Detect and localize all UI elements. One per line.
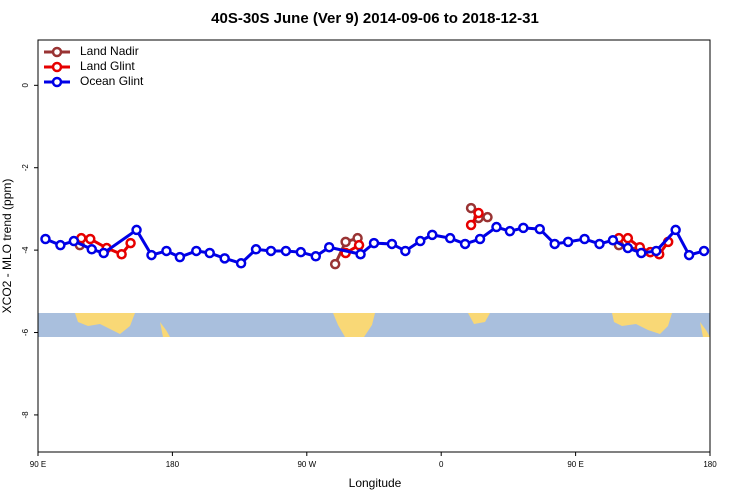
y-tick-label: -6 [21, 328, 30, 336]
data-point [98, 247, 109, 259]
data-point [116, 248, 127, 260]
data-point [415, 235, 426, 247]
data-point [265, 245, 277, 257]
legend-label: Land Glint [80, 59, 135, 73]
data-point [518, 222, 529, 234]
data-point [426, 229, 438, 241]
data-point [636, 247, 647, 259]
data-point [68, 235, 80, 247]
legend-marker [51, 76, 63, 88]
data-point [235, 258, 247, 269]
data-point [146, 249, 157, 261]
legend-marker [51, 46, 63, 58]
data-point [85, 233, 96, 245]
data-point [386, 238, 398, 250]
data-point [670, 224, 681, 236]
x-tick-label: 90 E [567, 460, 583, 469]
data-point [280, 245, 292, 257]
x-tick-label: 90 E [30, 460, 46, 469]
data-point [40, 233, 51, 245]
data-point [594, 238, 605, 250]
x-tick-label: 180 [166, 460, 180, 469]
map-strip [38, 313, 710, 337]
data-point [353, 239, 365, 251]
data-point [355, 248, 366, 260]
data-point [683, 249, 695, 261]
y-tick-label: -2 [21, 164, 30, 172]
data-point [125, 237, 136, 249]
y-tick-label: 0 [21, 83, 30, 88]
x-tick-label: 0 [439, 460, 444, 469]
data-point [368, 237, 380, 249]
data-point [323, 241, 335, 253]
data-point [219, 253, 230, 264]
data-point [622, 242, 634, 254]
plot-frame [37, 39, 711, 453]
data-point [465, 202, 477, 214]
data-point [86, 244, 98, 255]
data-point [562, 236, 574, 248]
data-point [310, 251, 322, 262]
x-axis-label: Longitude [349, 476, 402, 490]
y-tick-label: -4 [21, 246, 30, 254]
data-point [204, 247, 215, 259]
y-axis-label: XCO2 - MLO trend (ppm) [0, 179, 14, 314]
data-point [444, 232, 456, 244]
data-point [607, 234, 619, 246]
data-point [491, 221, 502, 233]
data-point [340, 236, 351, 248]
data-point [622, 232, 634, 244]
data-point [473, 207, 484, 219]
x-tick-label: 90 W [297, 460, 316, 469]
legend-marker [51, 61, 63, 73]
data-point [465, 219, 477, 231]
data-point [549, 238, 560, 250]
data-point [459, 238, 471, 250]
data-point [131, 224, 142, 236]
chart-title: 40S-30S June (Ver 9) 2014-09-06 to 2018-… [211, 10, 539, 27]
legend-label: Land Nadir [80, 44, 139, 58]
x-tick-label: 180 [703, 460, 717, 469]
data-point [650, 245, 662, 257]
data-point [174, 251, 186, 263]
data-point [534, 223, 546, 235]
data-point [295, 246, 307, 258]
data-point [698, 245, 710, 257]
data-point [474, 233, 486, 245]
y-tick-label: -8 [21, 411, 30, 419]
data-point [161, 245, 172, 257]
data-point [504, 225, 516, 237]
data-point [191, 245, 202, 257]
data-point [250, 244, 262, 255]
data-point [55, 239, 66, 251]
data-point [329, 258, 341, 270]
legend-label: Ocean Glint [80, 74, 144, 88]
data-point [482, 211, 493, 223]
data-point [579, 233, 590, 245]
data-point [400, 245, 411, 257]
